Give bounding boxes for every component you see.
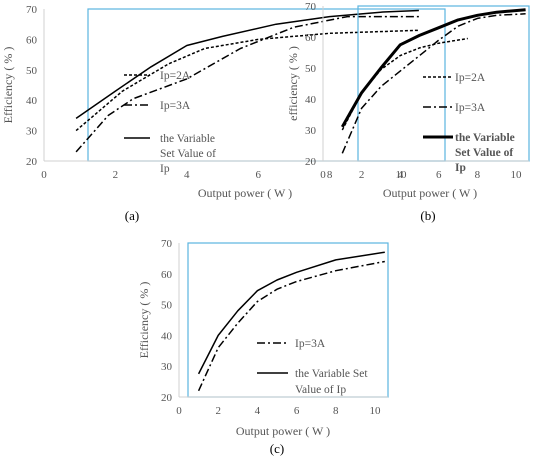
x-tick-label: 4 [255,405,261,417]
x-tick-label: 4 [184,169,190,181]
legend-label: Ip=3A [455,102,486,114]
y-tick-label: 50 [26,65,38,77]
y-tick-label: 70 [26,4,38,16]
x-tick-label: 6 [294,405,300,417]
y-axis-title: Efficiency ( % ) [1,47,15,124]
y-tick-label: 60 [305,32,317,44]
x-tick-label: 6 [436,169,442,181]
legend-label: Value of Ip [295,384,346,396]
x-tick-label: 4 [397,169,403,181]
y-tick-label: 40 [161,330,173,342]
chart-panel-3: 20 30 40 50 60 70 0 2 4 6 8 10 Efficiency ( % ) Outpu… [137,238,389,456]
legend-label: Ip=3A [160,100,191,112]
y-tick-label: 20 [305,156,317,168]
x-tick-label: 0 [176,405,182,417]
y-axis-title: efficiency ( % ) [286,46,300,121]
y-tick-label: 50 [161,300,173,312]
legend-label: Ip=2A [160,70,191,82]
y-tick-label: 40 [305,94,317,106]
y-tick-label: 60 [26,34,38,46]
x-tick-label: 0 [41,169,47,181]
y-tick-label: 20 [26,156,38,168]
y-tick-label: 20 [161,392,173,404]
y-tick-label: 30 [26,126,38,138]
y-tick-label: 40 [26,95,38,107]
series-line [341,37,468,131]
legend-label: Ip=2A [455,72,486,84]
panel-label: (b) [420,208,435,223]
x-axis-title: Output power ( W ) [198,186,292,200]
legend-label: Set Value of [455,147,513,159]
chart-panel-2: 20 30 40 50 60 70 0 2 4 6 8 10 efficiency ( % ) Outpu… [286,1,530,223]
panel-label: (a) [125,208,139,223]
y-tick-label: 70 [305,1,317,13]
series-line [341,13,526,154]
series-line [75,9,419,120]
y-tick-label: 70 [161,238,173,250]
x-tick-label: 2 [113,169,119,181]
x-tick-label: 10 [370,405,382,417]
x-tick-label: 2 [359,169,365,181]
legend-label: Set Value of [160,148,216,160]
series-line [340,8,526,128]
x-tick-label: 10 [511,169,523,181]
x-axis-title: Output power ( W ) [236,424,330,438]
series-line [75,15,419,153]
series-line [197,260,385,392]
y-tick-label: 30 [161,361,173,373]
y-tick-label: 60 [161,269,173,281]
x-tick-label: 10 [396,169,408,181]
y-tick-label: 30 [305,125,317,137]
x-tick-label: 0 [320,169,326,181]
x-tick-label: 8 [475,169,481,181]
legend-label: the Variable [455,132,515,144]
legend-label: Ip [455,162,466,174]
x-tick-label: 6 [255,169,261,181]
series-line [75,29,419,132]
legend-label: Ip=3A [295,338,326,350]
legend-label: the Variable [160,133,215,145]
x-tick-label: 2 [215,405,221,417]
y-axis-title: Efficiency ( % ) [137,282,151,359]
legend-label: Ip [160,163,170,175]
x-tick-label: 8 [333,405,339,417]
y-tick-label: 50 [305,63,317,75]
x-tick-label: 8 [327,169,333,181]
panel-label: (c) [270,441,284,456]
x-axis-title: Output power ( W ) [383,186,477,200]
legend-label: the Variable Set [295,368,368,380]
series-line [197,251,385,375]
